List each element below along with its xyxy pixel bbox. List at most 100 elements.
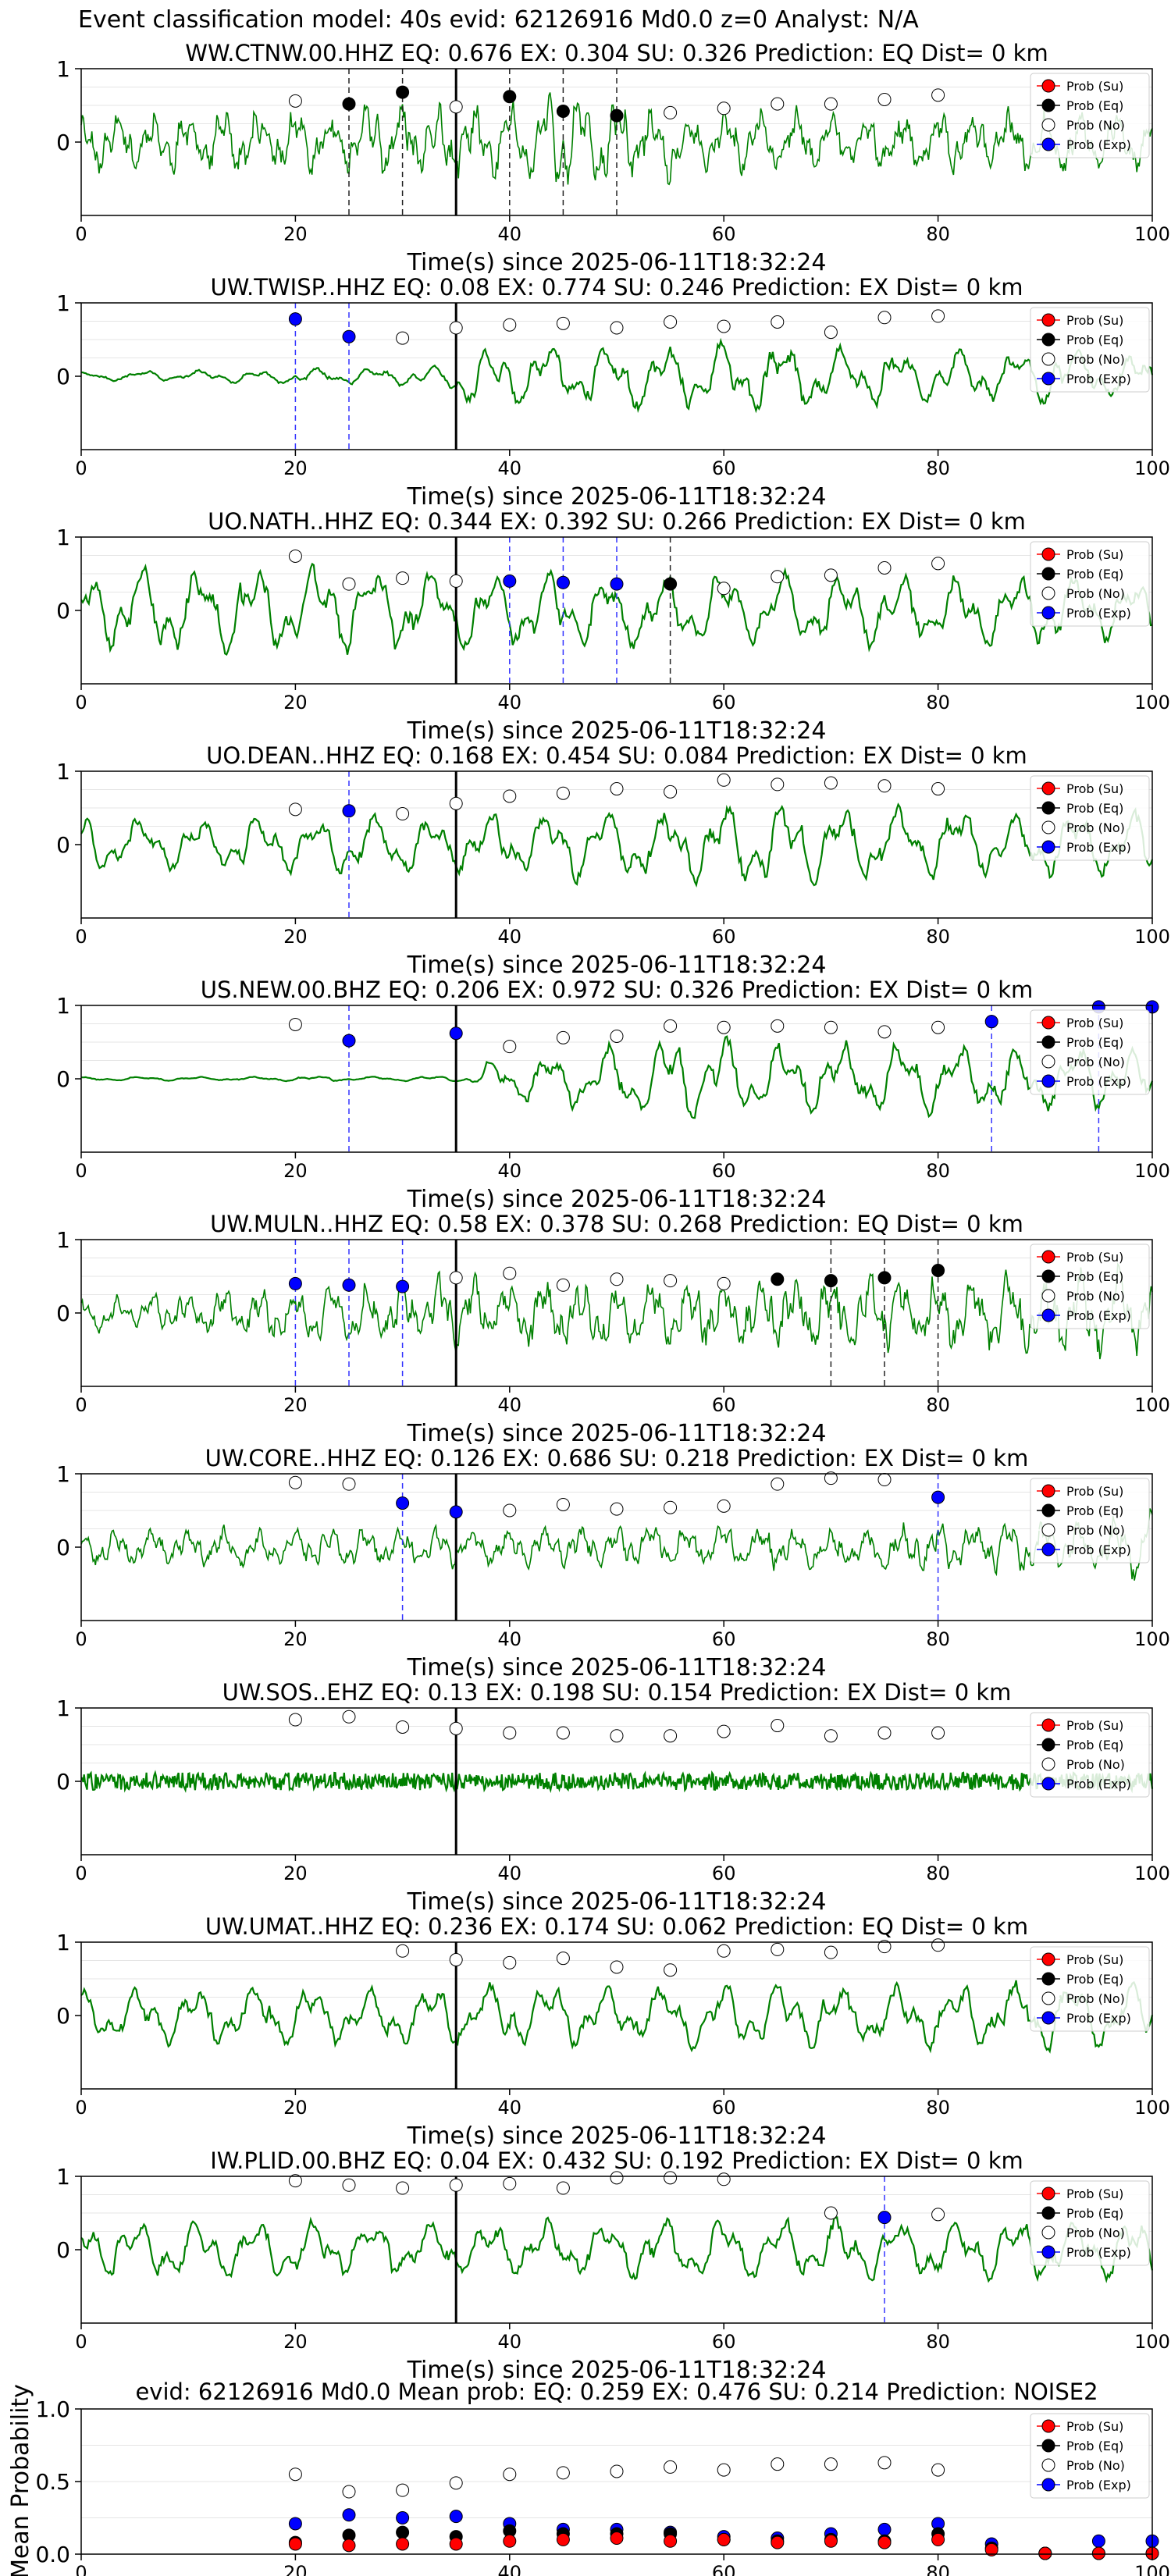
x-axis-label: Time(s) since 2025-06-11T18:32:24	[407, 2122, 827, 2150]
prob-point-exp	[342, 1034, 356, 1048]
prob-point-no	[288, 1713, 302, 1727]
mean-point-no	[396, 2483, 410, 2497]
prob-point-no	[342, 1710, 356, 1724]
mean-point-no	[931, 2463, 945, 2477]
prob-point-no	[288, 1017, 302, 1031]
prob-point-no	[556, 1278, 570, 1292]
legend: Prob (Su) Prob (Eq) Prob (No) Prob (Exp)	[1030, 541, 1150, 627]
prob-point-no	[717, 1944, 731, 1958]
x-tick-label: 100	[1134, 2562, 1170, 2576]
x-tick-label: 100	[1134, 1628, 1170, 1650]
legend-marker-no	[1041, 1055, 1055, 1069]
legend-label: Prob (Exp)	[1066, 606, 1131, 621]
x-tick-label: 0	[75, 2097, 87, 2119]
prob-point-no	[931, 1726, 945, 1740]
waveform-trace	[80, 1770, 1154, 1794]
legend-marker-exp	[1041, 1542, 1055, 1557]
prob-point-eq	[503, 90, 517, 104]
legend-label: Prob (Eq)	[1066, 1503, 1123, 1518]
mean-point-su	[1091, 2546, 1105, 2560]
mean-point-no	[556, 2466, 570, 2480]
x-tick-label: 80	[926, 1628, 950, 1650]
panel-title: IW.PLID.00.BHZ EQ: 0.04 EX: 0.432 SU: 0.…	[210, 2147, 1023, 2174]
legend-label: Prob (Su)	[1066, 1016, 1123, 1030]
legend-label: Prob (Eq)	[1066, 333, 1123, 347]
prob-point-no	[288, 549, 302, 563]
legend-marker-exp	[1041, 840, 1055, 854]
x-tick-label: 0	[75, 1628, 87, 1650]
legend-label: Prob (Exp)	[1066, 840, 1131, 855]
panel-title: US.NEW.00.BHZ EQ: 0.206 EX: 0.972 SU: 0.…	[201, 977, 1034, 1003]
legend-label: Prob (No)	[1066, 586, 1125, 601]
x-tick-label: 40	[498, 2331, 522, 2353]
mean-point-su	[503, 2534, 517, 2548]
prob-point-no	[342, 577, 356, 591]
prob-point-no	[396, 1944, 410, 1958]
panel-title: UO.DEAN..HHZ EQ: 0.168 EX: 0.454 SU: 0.0…	[206, 742, 1027, 769]
panel-IW.PLID.00.BHZ: IW.PLID.00.BHZ EQ: 0.04 EX: 0.432 SU: 0.…	[56, 2147, 1170, 2384]
legend: Prob (Su) Prob (Eq) Prob (No) Prob (Exp)	[1030, 775, 1150, 861]
prob-point-eq	[556, 105, 570, 119]
x-axis-label: Time(s) since 2025-06-11T18:32:24	[407, 249, 827, 276]
mean-point-no	[771, 2457, 785, 2471]
x-tick-label: 100	[1134, 692, 1170, 713]
legend-marker-eq	[1041, 1738, 1055, 1752]
waveform-trace	[80, 1980, 1154, 2054]
x-tick-label: 20	[283, 692, 308, 713]
x-tick-label: 100	[1134, 457, 1170, 479]
mean-point-no	[342, 2485, 356, 2499]
legend-label: Prob (Eq)	[1066, 567, 1123, 582]
x-tick-label: 60	[712, 2097, 736, 2119]
legend-marker-exp	[1041, 137, 1055, 151]
x-tick-label: 80	[926, 1394, 950, 1416]
panel-title: UO.NATH..HHZ EQ: 0.344 EX: 0.392 SU: 0.2…	[208, 508, 1026, 535]
prob-point-no	[931, 782, 945, 796]
y-tick-label: 0.0	[35, 2542, 70, 2567]
prob-point-exp	[449, 1505, 463, 1519]
prob-point-no	[449, 796, 463, 810]
y-tick-label: 0	[56, 2003, 70, 2029]
prob-point-no	[503, 1040, 517, 1054]
prob-point-no	[931, 88, 945, 102]
y-tick-label: 1.0	[35, 2396, 70, 2422]
x-tick-label: 80	[926, 2097, 950, 2119]
prob-point-no	[824, 1945, 838, 1959]
legend-label: Prob (Su)	[1066, 547, 1123, 562]
panel-title: UW.UMAT..HHZ EQ: 0.236 EX: 0.174 SU: 0.0…	[205, 1913, 1028, 1940]
plot-area	[81, 2176, 1152, 2323]
x-tick-label: 40	[498, 1160, 522, 1182]
prob-point-no	[396, 2181, 410, 2195]
prob-point-no	[503, 318, 517, 332]
prob-point-no	[288, 1475, 302, 1489]
panel-title: evid: 62126916 Md0.0 Mean prob: EQ: 0.25…	[135, 2379, 1098, 2405]
x-axis-label: Time(s) since 2025-06-11T18:32:24	[407, 1186, 827, 1213]
legend-label: Prob (Eq)	[1066, 1972, 1123, 1987]
x-tick-label: 20	[283, 1394, 308, 1416]
x-tick-label: 100	[1134, 2331, 1170, 2353]
x-tick-label: 20	[283, 2097, 308, 2119]
prob-point-exp	[342, 804, 356, 818]
waveform-trace	[81, 1035, 1154, 1119]
x-tick-label: 100	[1134, 1863, 1170, 1884]
legend-marker-exp	[1041, 1308, 1055, 1322]
y-tick-label: 1	[56, 290, 70, 316]
prob-point-no	[771, 1719, 785, 1733]
prob-point-no	[556, 1952, 570, 1966]
mean-point-no	[449, 2476, 463, 2490]
prob-point-exp	[342, 329, 356, 343]
mean-point-su	[342, 2539, 356, 2553]
prob-point-exp	[610, 577, 624, 591]
legend-label: Prob (Exp)	[1066, 2245, 1131, 2260]
prob-point-no	[824, 1471, 838, 1485]
panel-UW.SOS..EHZ: UW.SOS..EHZ EQ: 0.13 EX: 0.198 SU: 0.154…	[56, 1679, 1170, 1916]
x-tick-label: 60	[712, 926, 736, 948]
legend-marker-no	[1041, 1289, 1055, 1303]
legend-marker-su	[1041, 1952, 1055, 1966]
mean-point-su	[717, 2532, 731, 2546]
legend-marker-su	[1041, 781, 1055, 795]
legend-marker-eq	[1041, 1503, 1055, 1517]
x-tick-label: 100	[1134, 1394, 1170, 1416]
x-tick-label: 80	[926, 692, 950, 713]
x-tick-label: 80	[926, 223, 950, 245]
prob-point-no	[877, 311, 892, 325]
